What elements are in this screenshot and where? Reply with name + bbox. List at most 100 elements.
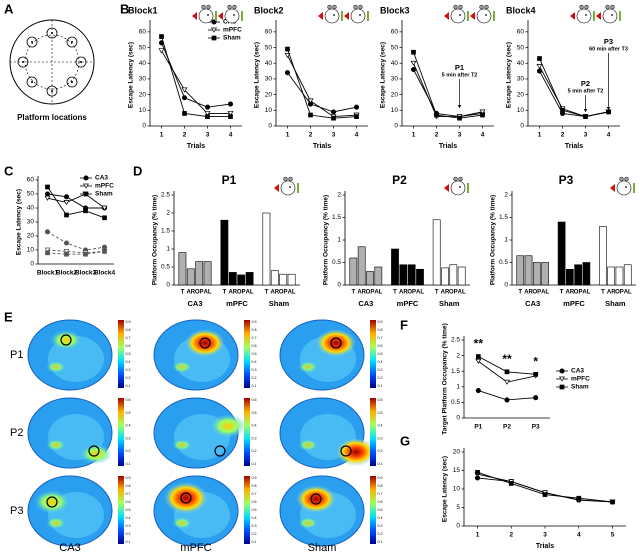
marker <box>537 56 542 61</box>
legend-label: CA3 <box>571 368 584 375</box>
icon <box>288 176 293 182</box>
category-label: T <box>181 290 185 296</box>
group-label: CA3 <box>358 299 373 308</box>
y-axis-label: Escape Latency (sec) <box>128 42 135 108</box>
colorbar <box>118 476 124 544</box>
x-tick-label: 2 <box>509 532 513 539</box>
annotation: 5 min after T2 <box>568 88 604 94</box>
significance: ** <box>474 337 484 351</box>
row-label: P1 <box>10 349 23 361</box>
marker <box>64 212 69 218</box>
bar <box>203 261 212 286</box>
colorbar-tick-label: 0.3 <box>378 368 383 372</box>
chart-title: Block4 <box>506 5 536 15</box>
icon <box>218 12 223 20</box>
y-tick-label: 60 <box>517 29 525 36</box>
icon <box>453 176 458 182</box>
y-axis-label: Escape Latency (sec) <box>380 42 387 108</box>
icon <box>201 4 206 10</box>
category-label: AL <box>582 290 590 296</box>
colorbar-tick-label: 0.6 <box>126 500 131 504</box>
target-ring <box>60 334 72 346</box>
marker <box>64 251 69 257</box>
marker <box>475 354 481 359</box>
colorbar-tick-label: 0.9 <box>252 476 257 480</box>
y-tick-label: 30 <box>391 76 399 83</box>
marker <box>44 195 51 201</box>
icon <box>576 8 592 24</box>
category-label: T <box>560 290 564 296</box>
x-tick-label: 1 <box>538 132 542 139</box>
colorbar-tick-label: 0.5 <box>126 508 131 512</box>
icon <box>359 14 361 16</box>
colorbar-tick-label: 0.4 <box>252 516 257 520</box>
marker <box>610 499 615 505</box>
icon <box>289 186 291 188</box>
colorbar-tick-label: 0.4 <box>252 360 257 364</box>
y-tick-label: 1.5 <box>332 214 341 221</box>
colorbar <box>244 320 250 388</box>
series-line <box>47 193 105 209</box>
heatmap-hotspot <box>34 490 70 514</box>
icon <box>602 8 618 24</box>
colorbar-tick-label: 0.6 <box>378 344 383 348</box>
colorbar <box>244 476 250 544</box>
icon <box>467 183 469 193</box>
target-ring <box>199 337 211 349</box>
marker <box>284 53 291 59</box>
colorbar-tick-label: 0.6 <box>378 500 383 504</box>
icon <box>297 183 299 193</box>
target-ring <box>214 445 226 457</box>
y-tick-label: 20 <box>27 233 35 240</box>
category-label: AL <box>246 290 254 296</box>
bar <box>416 268 424 286</box>
colorbar-tick-label: 0.5 <box>252 508 257 512</box>
legend-label: Sham <box>95 191 113 198</box>
bar <box>524 255 533 286</box>
marker <box>63 240 70 246</box>
marker <box>227 111 234 117</box>
bar <box>279 273 288 286</box>
x-tick-label: 3 <box>332 132 336 139</box>
legend-label: CA3 <box>95 175 108 182</box>
colorbar-tick-label: 0.3 <box>252 436 257 440</box>
y-tick-label: 2 <box>504 192 508 199</box>
marker <box>536 64 543 70</box>
colorbar-tick-label: 0.8 <box>252 328 257 332</box>
icon <box>458 4 463 10</box>
colorbar-tick-label: 0.4 <box>126 424 131 428</box>
y-tick-label: 0 <box>520 123 524 130</box>
y-tick-label: 30 <box>517 76 525 83</box>
significance: * <box>533 354 538 368</box>
bar <box>195 261 204 286</box>
marker <box>410 66 417 73</box>
heatmap-hotspot <box>336 438 376 466</box>
colorbar-tick-label: 0.1 <box>126 462 131 466</box>
category-label: T <box>601 290 605 296</box>
group-label: CA3 <box>187 299 202 308</box>
marker <box>63 194 70 200</box>
bar <box>366 271 374 286</box>
x-tick-label: 3 <box>206 132 210 139</box>
x-tick-label: 4 <box>355 132 359 139</box>
bar <box>245 272 254 286</box>
annotation: 60 min after T3 <box>589 46 628 52</box>
icon <box>450 8 466 24</box>
x-tick-label: Block3 <box>75 270 97 277</box>
colorbar-tick-label: 0.1 <box>126 384 131 388</box>
icon <box>241 11 243 21</box>
marker <box>102 215 107 221</box>
x-axis-label: Trials <box>536 543 554 550</box>
marker <box>227 101 234 107</box>
y-tick-label: 60 <box>265 29 273 36</box>
legend-label: mPFC <box>223 27 242 34</box>
y-tick-label: 20 <box>265 91 273 98</box>
y-axis-label: Escape Latency (sec) <box>506 42 513 108</box>
legend-marker <box>559 368 565 374</box>
marker <box>308 112 313 118</box>
x-tick-label: 1 <box>286 132 290 139</box>
arrow <box>606 107 611 110</box>
marker <box>354 114 359 119</box>
series-line <box>161 36 231 118</box>
chart-title: P1 <box>222 173 237 187</box>
